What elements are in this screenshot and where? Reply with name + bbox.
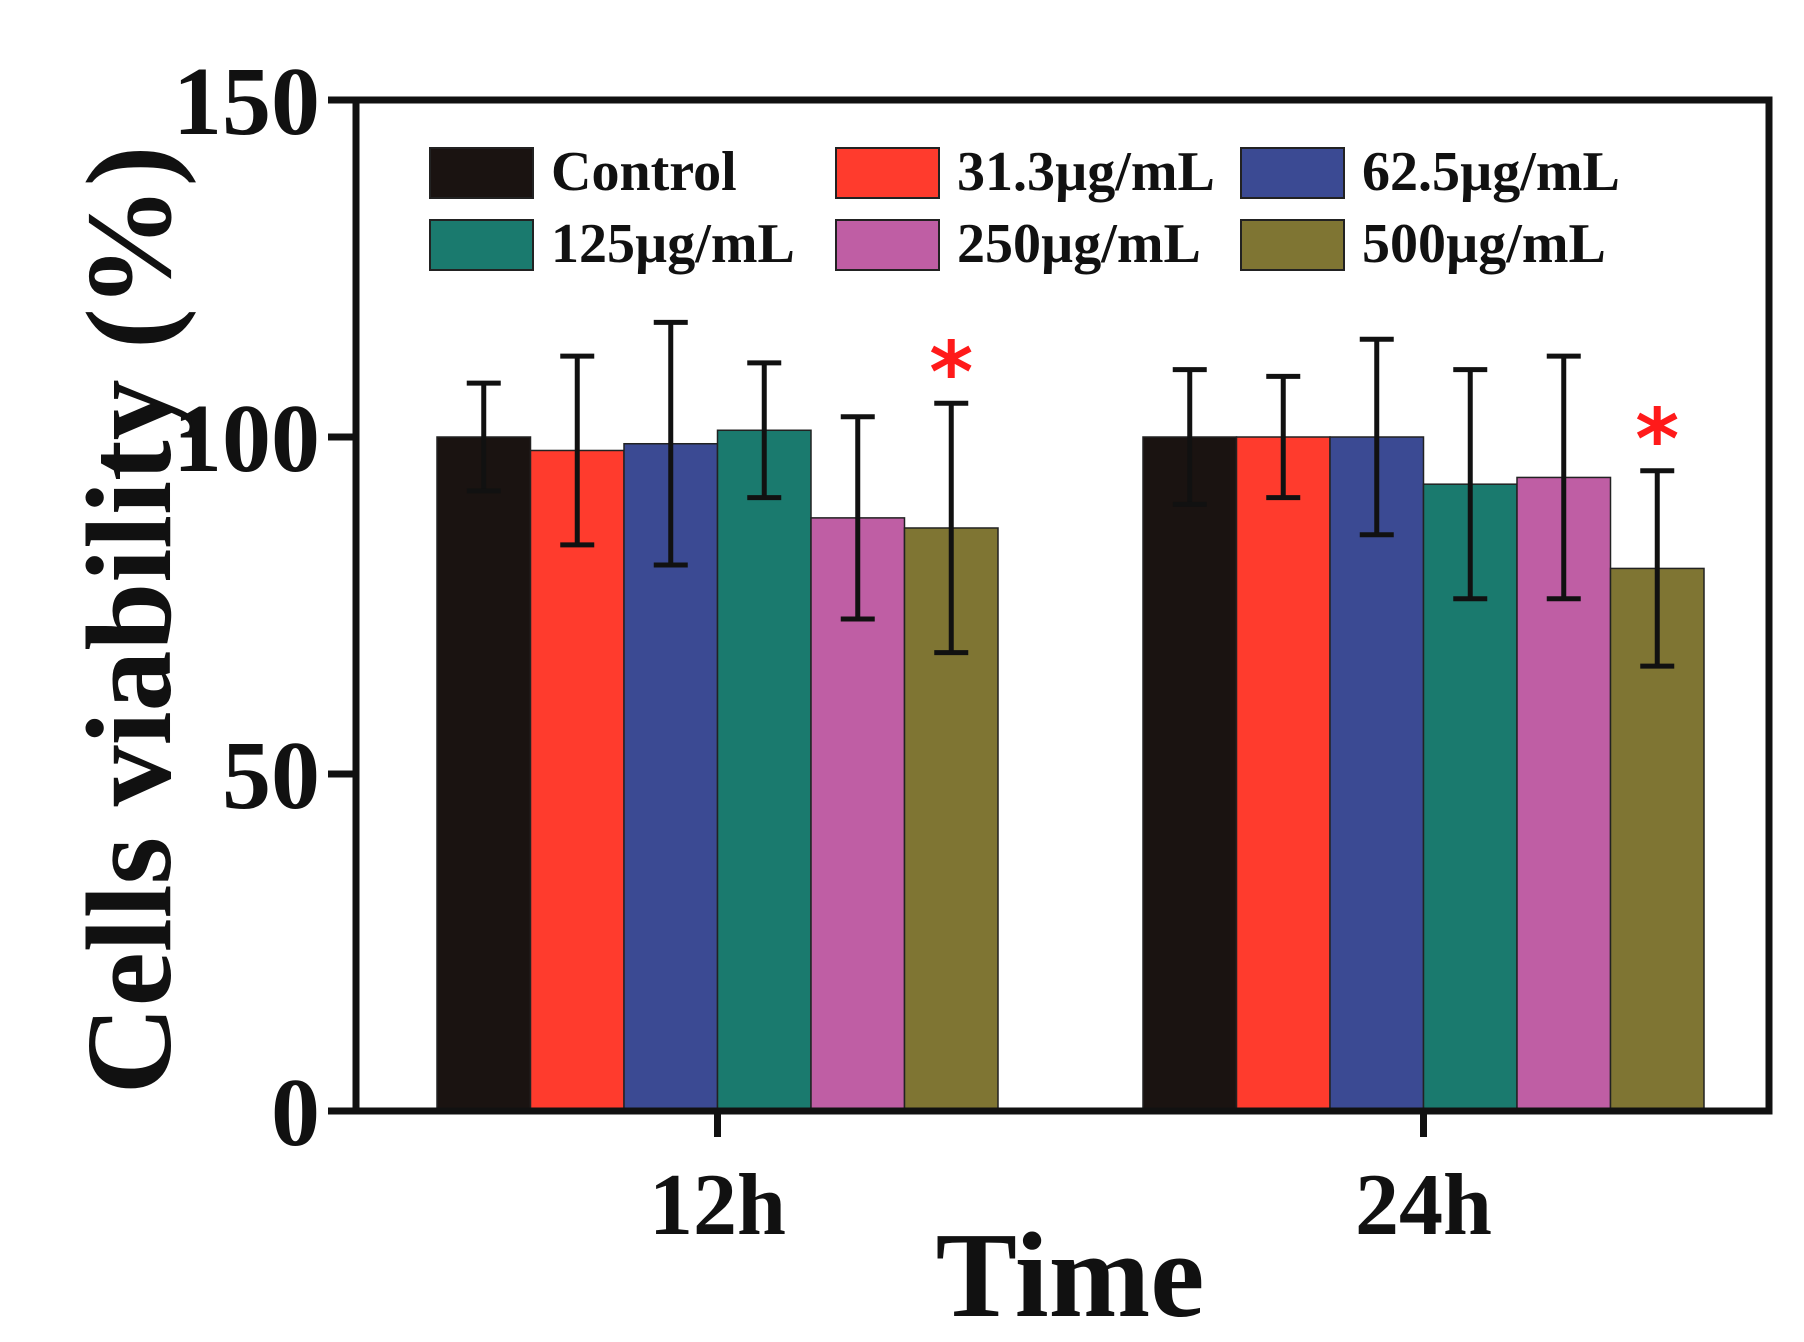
legend-swatch xyxy=(429,219,534,271)
bar xyxy=(1329,436,1425,1112)
x-tick-label: 12h xyxy=(649,1157,786,1254)
y-tick-label: 50 xyxy=(222,722,320,830)
legend-swatch xyxy=(1240,219,1345,271)
y-tick-label: 0 xyxy=(271,1059,320,1167)
legend-label: Control xyxy=(551,141,737,203)
legend-label: 250µg/mL xyxy=(957,213,1201,275)
x-axis-ticks: 12h 24h xyxy=(649,1111,1492,1254)
plot-frame xyxy=(352,96,1773,1115)
legend-label: 31.3µg/mL xyxy=(957,141,1215,203)
y-tick-label: 150 xyxy=(173,48,320,156)
legend-label: 62.5µg/mL xyxy=(1362,141,1620,203)
bar xyxy=(529,449,625,1112)
bar xyxy=(716,429,812,1112)
legend: Control 31.3µg/mL 62.5µg/mL 125µg/mL 250µg/m… xyxy=(429,141,1620,275)
x-axis-title: Time xyxy=(936,1208,1205,1342)
legend-swatch xyxy=(835,147,940,199)
legend-swatch xyxy=(429,147,534,199)
legend-label: 125µg/mL xyxy=(551,213,795,275)
legend-swatch xyxy=(1240,147,1345,199)
significance-star: * xyxy=(1635,391,1679,489)
bar xyxy=(1235,436,1331,1112)
bar xyxy=(436,436,532,1112)
legend-swatch xyxy=(835,219,940,271)
error-bars-group xyxy=(466,319,1675,669)
significance-star: * xyxy=(929,323,973,421)
significance-marks: ** xyxy=(929,323,1679,488)
y-axis-ticks: 0 50 100 150 xyxy=(173,48,356,1167)
bars-group xyxy=(436,429,1705,1112)
x-tick-label: 24h xyxy=(1355,1157,1492,1254)
y-tick-label: 100 xyxy=(173,385,320,493)
legend-label: 500µg/mL xyxy=(1362,213,1606,275)
y-axis-title: Cells viability (%) xyxy=(62,146,197,1095)
bar xyxy=(1142,436,1238,1112)
